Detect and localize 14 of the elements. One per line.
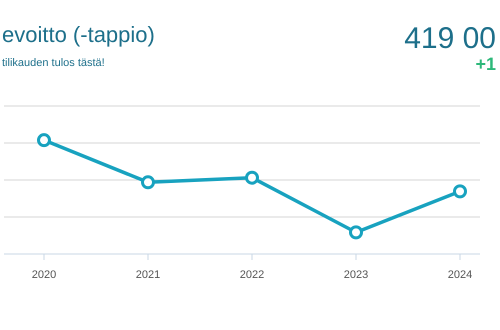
point (37, 133, 51, 148)
x-tick-label: 2022 (240, 268, 264, 281)
point (245, 170, 259, 185)
point (141, 175, 155, 190)
chart-subtitle: tilikauden tulos tästä! (2, 57, 105, 69)
text: +1 (475, 54, 496, 75)
x-tick-label: 2021 (136, 268, 160, 281)
x-tick-label: 2020 (32, 268, 56, 281)
chart-title: evoitto (-tappio) (2, 22, 155, 48)
x-tick-label: 2024 (448, 268, 472, 281)
point (349, 225, 363, 240)
text: 419 00 (404, 22, 496, 56)
point (453, 184, 467, 198)
x-tick-label: 2023 (344, 268, 368, 281)
